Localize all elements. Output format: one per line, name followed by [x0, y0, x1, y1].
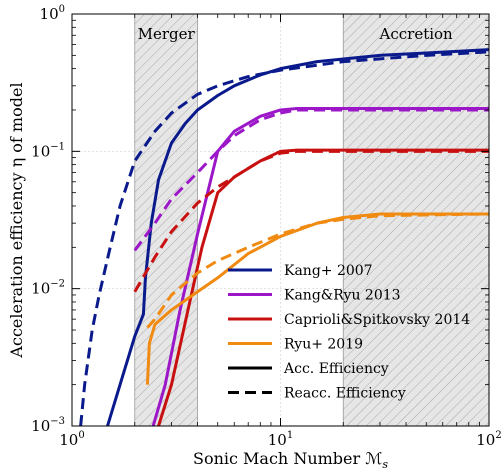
series-line-2: [151, 107, 489, 426]
series-lines: [79, 48, 489, 426]
legend-label-5: Reacc. Efficiency: [284, 386, 406, 402]
legend-label-4: Acc. Efficiency: [283, 361, 389, 377]
series-line-3: [133, 108, 489, 252]
region-label: Accretion: [379, 25, 454, 43]
region-band-1: [342, 13, 490, 427]
y-tick-label: 10−1: [31, 141, 65, 160]
series-line-7: [146, 212, 489, 329]
y-tick-label: 100: [40, 4, 65, 23]
legend: Kang+ 2007 Kang&Ryu 2013 Caprioli&Spitkovs…: [228, 263, 470, 402]
region-label: Merger: [138, 25, 196, 43]
series-line-5: [133, 149, 489, 293]
x-tick-label: 101: [268, 430, 293, 449]
shaded-regions: Merger Accretion: [134, 13, 490, 427]
axes: 100 101 102 10−3 10−2 10−1 100 Sonic Mach Numbe…: [7, 4, 502, 471]
legend-label-0: Kang+ 2007: [284, 263, 373, 279]
legend-label-1: Kang&Ryu 2013: [284, 288, 401, 304]
series-line-0: [106, 48, 489, 426]
y-tick-label: 10−3: [31, 416, 65, 435]
x-tick-label: 102: [476, 430, 501, 449]
legend-label-3: Ryu+ 2019: [284, 337, 363, 353]
x-axis-title: Sonic Mach Number ℳs: [193, 449, 388, 471]
x-tick-label: 100: [59, 430, 84, 449]
region-band-0: [134, 13, 198, 427]
y-tick-label: 10−2: [31, 279, 65, 298]
y-axis-title: Acceleration efficiency η of model: [7, 82, 26, 358]
series-line-6: [145, 212, 489, 385]
legend-label-2: Caprioli&Spitkovsky 2014: [284, 312, 470, 328]
series-line-1: [79, 50, 489, 426]
